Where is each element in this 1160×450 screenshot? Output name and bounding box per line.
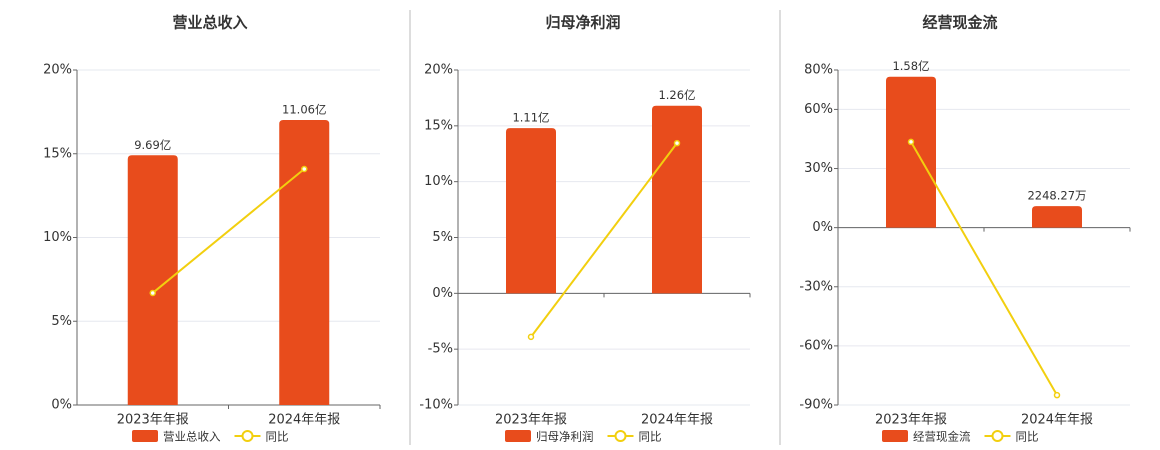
point: [301, 165, 308, 173]
y-tick-label: -30%: [799, 279, 833, 294]
x-tick-label: 2023年年报: [875, 413, 947, 428]
bar: [127, 155, 178, 405]
x-tick-label: 2024年年报: [1021, 413, 1093, 428]
y-tick-label: 15%: [424, 118, 453, 133]
chart-title: 经营现金流: [922, 14, 997, 32]
value-label: 2248.27万: [1027, 189, 1086, 203]
y-tick-label: 0%: [432, 286, 453, 301]
y-tick-label: 20%: [424, 63, 453, 78]
legend-swatch: [132, 430, 158, 442]
y-tick-label: -90%: [799, 398, 833, 413]
value-label: 11.06亿: [282, 102, 326, 116]
legend-label: 经营现金流: [913, 430, 971, 444]
y-tick-label: 15%: [43, 146, 72, 161]
y-tick-label: 20%: [43, 63, 72, 78]
value-label: 1.11亿: [512, 111, 549, 125]
x-tick-label: 2024年年报: [268, 413, 340, 428]
bar: [1032, 206, 1082, 228]
point: [527, 333, 535, 341]
legend-swatch: [241, 430, 254, 442]
x-tick-label: 2024年年报: [641, 413, 713, 428]
point: [149, 289, 156, 297]
point: [1053, 391, 1061, 399]
bar: [652, 105, 702, 294]
y-tick-label: 0%: [812, 220, 833, 235]
bar: [506, 128, 556, 294]
chart-title: 归母净利润: [545, 14, 620, 32]
line: [152, 168, 305, 294]
y-tick-label: 0%: [51, 398, 72, 413]
point: [673, 139, 681, 147]
legend-swatch: [505, 430, 531, 442]
y-tick-label: 60%: [804, 102, 833, 117]
y-tick-label: -5%: [428, 342, 453, 357]
y-tick-label: 10%: [424, 174, 453, 189]
legend-label: 归母净利润: [536, 430, 594, 444]
legend-swatch: [882, 430, 908, 442]
value-label: 9.69亿: [134, 138, 171, 152]
chart-title: 营业总收入: [172, 14, 247, 32]
x-tick-label: 2023年年报: [117, 413, 189, 428]
y-tick-label: 10%: [43, 230, 72, 245]
legend-swatch: [614, 430, 627, 442]
point: [907, 138, 915, 146]
legend-label: 营业总收入: [163, 430, 221, 444]
bar: [886, 76, 936, 228]
legend-label: 同比: [1016, 430, 1039, 444]
y-tick-label: -10%: [419, 398, 453, 413]
x-tick-label: 2023年年报: [495, 413, 567, 428]
value-label: 1.26亿: [658, 88, 695, 102]
y-tick-label: -60%: [799, 338, 833, 353]
value-label: 1.58亿: [892, 59, 929, 73]
y-tick-label: 5%: [432, 230, 453, 245]
legend-label: 同比: [639, 430, 662, 444]
legend-label: 同比: [266, 430, 289, 444]
legend-swatch: [991, 430, 1004, 442]
line: [910, 141, 1058, 396]
bar: [279, 119, 330, 405]
line: [530, 142, 678, 338]
y-tick-label: 30%: [804, 161, 833, 176]
y-tick-label: 5%: [51, 314, 72, 329]
y-tick-label: 80%: [804, 63, 833, 78]
